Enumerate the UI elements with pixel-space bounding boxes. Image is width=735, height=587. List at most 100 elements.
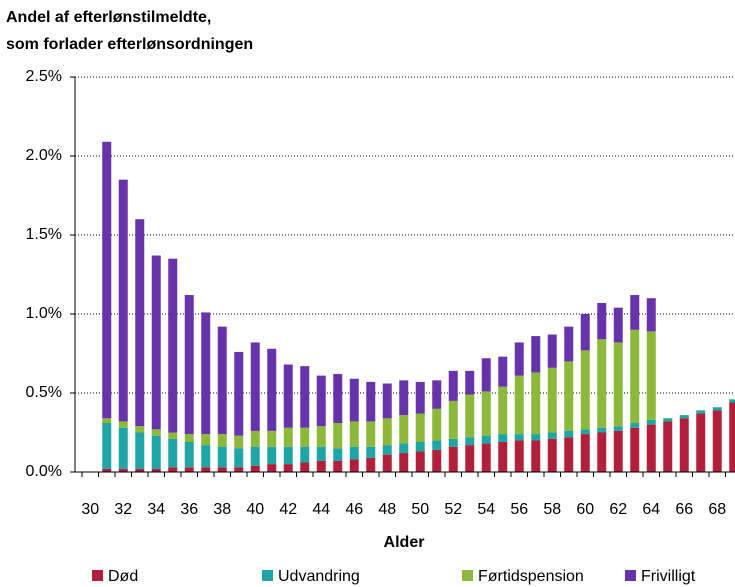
x-tick-label: 66 <box>675 501 693 518</box>
x-tick-label: 64 <box>642 501 660 518</box>
bar-segment <box>432 408 442 441</box>
bar-segment <box>349 421 359 447</box>
x-axis-label: Alder <box>384 534 425 551</box>
bar-segment <box>481 435 491 444</box>
bar-segment <box>630 329 640 424</box>
y-tick-label: 2.0% <box>26 147 62 164</box>
x-tick-label: 60 <box>576 501 594 518</box>
bar-segment <box>316 426 326 447</box>
bar-segment <box>151 468 161 472</box>
legend-swatch <box>462 570 473 581</box>
bar-segment <box>564 430 574 438</box>
bar-segment <box>432 440 442 450</box>
bar-segment <box>135 468 145 472</box>
bar-segment <box>481 443 491 472</box>
bar-segment <box>531 372 541 435</box>
bar-segment <box>151 435 161 469</box>
bar-segment <box>316 375 326 427</box>
x-tick-label: 62 <box>609 501 627 518</box>
bar-segment <box>597 427 607 433</box>
bar-segment <box>267 446 277 465</box>
bar-segment <box>184 295 194 435</box>
x-tick-label: 42 <box>279 501 297 518</box>
bar-segment <box>250 465 260 472</box>
bar-segment <box>349 459 359 472</box>
x-tick-label: 50 <box>411 501 429 518</box>
bar-segment <box>333 460 343 472</box>
bar-segment <box>201 434 211 446</box>
bar-segment <box>432 449 442 472</box>
bar-segment <box>201 445 211 468</box>
bar-segment <box>399 443 409 454</box>
bar-segment <box>217 434 227 447</box>
x-tick-label: 36 <box>180 501 198 518</box>
bar-segment <box>465 445 475 472</box>
bar-segment <box>729 399 735 403</box>
bar-segment <box>267 348 277 431</box>
bar-segment <box>696 413 706 472</box>
bar-segment <box>613 342 623 427</box>
y-tick-label: 0.0% <box>26 463 62 480</box>
bar-segment <box>382 454 392 472</box>
x-tick-label: 56 <box>510 501 528 518</box>
bar-segment <box>300 462 310 472</box>
bar-segment <box>399 415 409 444</box>
bar-segment <box>234 467 244 472</box>
bar-segment <box>531 434 541 441</box>
bar-segment <box>333 423 343 449</box>
bar-segment <box>514 342 524 376</box>
x-tick-label: 40 <box>246 501 264 518</box>
bar-segment <box>498 434 508 442</box>
bar-segment <box>481 358 491 392</box>
x-tick-label: 58 <box>543 501 561 518</box>
bar-segment <box>333 374 343 424</box>
bar-segment <box>366 381 376 422</box>
bar-segment <box>102 423 112 469</box>
bar-segment <box>135 426 145 433</box>
bar-segment <box>102 418 112 424</box>
bar-segment <box>679 418 689 472</box>
bar-segment <box>250 342 260 431</box>
legend-swatch <box>625 570 636 581</box>
bar-segment <box>448 446 458 472</box>
legend-swatch <box>262 570 273 581</box>
bar-segment <box>547 438 557 472</box>
bar-segment <box>465 370 475 395</box>
bar-segment <box>316 446 326 461</box>
bar-segment <box>729 402 735 472</box>
bar-segment <box>201 467 211 472</box>
legend-label: Førtidspension <box>478 568 584 585</box>
bar-segment <box>382 418 392 446</box>
bar-segment <box>531 336 541 373</box>
bar-segment <box>234 435 244 449</box>
bar-segment <box>712 407 722 411</box>
bar-segment <box>465 394 475 438</box>
chart-title: Andel af efterlønstilmeldte, <box>6 9 211 26</box>
bar-segment <box>679 415 689 419</box>
bar-segment <box>465 437 475 446</box>
bar-segment <box>316 460 326 472</box>
bar-segment <box>168 467 178 472</box>
bar-segment <box>580 314 590 351</box>
bar-segment <box>168 438 178 468</box>
bar-segment <box>498 441 508 472</box>
bar-segment <box>663 421 673 472</box>
bar-segment <box>250 430 260 447</box>
bar-segment <box>118 421 128 428</box>
bar-segment <box>597 339 607 428</box>
bar-segment <box>184 467 194 472</box>
bar-segment <box>349 378 359 422</box>
x-tick-label: 46 <box>345 501 363 518</box>
bar-segment <box>300 427 310 447</box>
bar-segment <box>514 375 524 435</box>
bar-segment <box>102 141 112 419</box>
bar-segment <box>448 438 458 447</box>
bar-segment <box>498 386 508 435</box>
x-tick-label: 52 <box>444 501 462 518</box>
bar-segment <box>283 446 293 465</box>
y-tick-label: 0.5% <box>26 384 62 401</box>
bar-segment <box>217 326 227 435</box>
bar-segment <box>168 432 178 439</box>
bar-segment <box>217 446 227 468</box>
bar-segment <box>514 434 524 441</box>
